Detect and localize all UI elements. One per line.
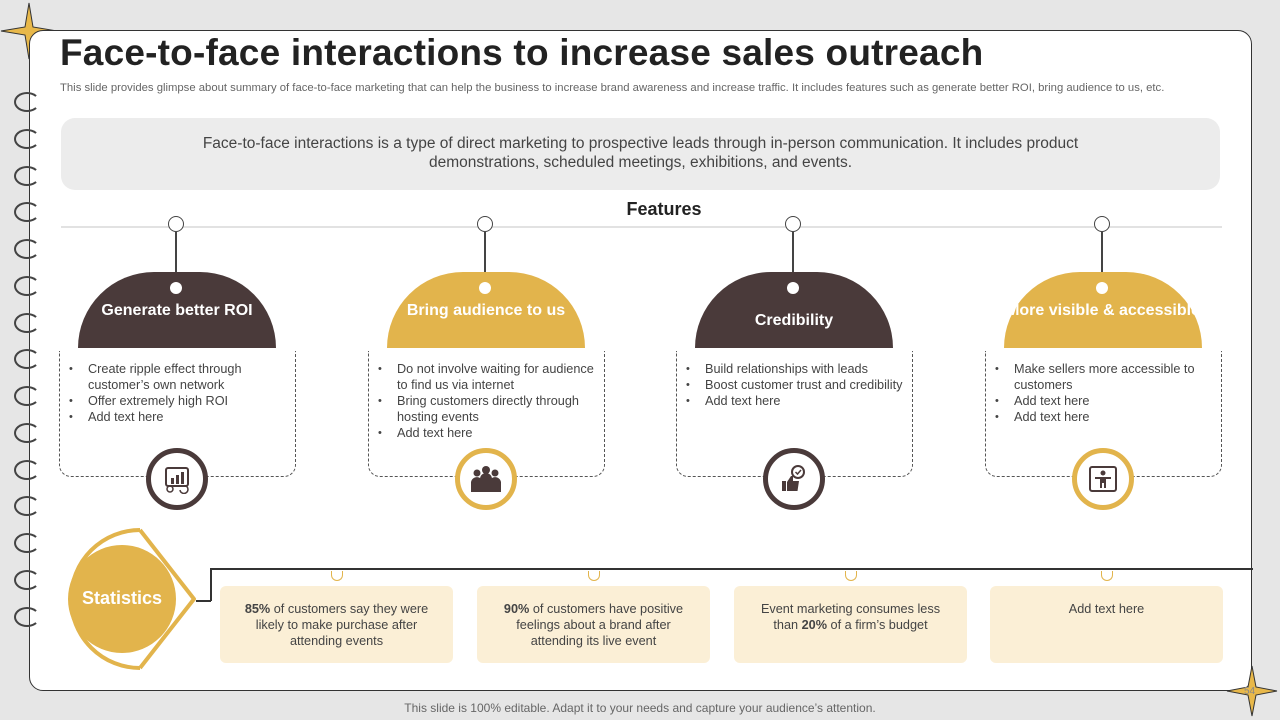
stat-text: of customers say they were likely to mak… bbox=[255, 602, 429, 648]
feature-card-audience: Bring audience to us Do not involve wait… bbox=[368, 215, 606, 510]
stat-value: 20% bbox=[801, 618, 827, 632]
features-divider bbox=[61, 226, 1222, 228]
pin-circle bbox=[168, 216, 184, 232]
bullet-item: Create ripple effect through customer’s … bbox=[69, 361, 287, 393]
header-dot bbox=[787, 282, 799, 294]
feature-card-visible: More visible & accessible Make sellers m… bbox=[985, 215, 1223, 510]
bullet-item: Add text here bbox=[686, 393, 904, 409]
feature-card-roi: Generate better ROI Create ripple effect… bbox=[59, 215, 297, 510]
bullet-item: Add text here bbox=[378, 425, 596, 441]
stat-card: Event marketing consumes less than 20% o… bbox=[734, 586, 967, 663]
pin-stem bbox=[1101, 232, 1103, 287]
intro-text: Face-to-face interactions is a type of d… bbox=[202, 135, 1079, 171]
header-dot bbox=[479, 282, 491, 294]
stat-text: Add text here bbox=[1068, 602, 1145, 616]
stat-text: of customers have positive feelings abou… bbox=[516, 602, 684, 648]
bullet-item: Add text here bbox=[995, 409, 1213, 425]
bullet-item: Do not involve waiting for audience to f… bbox=[378, 361, 596, 393]
feature-bullets-box: Make sellers more accessible to customer… bbox=[985, 351, 1222, 477]
stat-value: 85% bbox=[244, 602, 271, 616]
pin-stem bbox=[175, 232, 177, 287]
pin-circle bbox=[785, 216, 801, 232]
stat-card: 85% of customers say they were likely to… bbox=[220, 586, 453, 663]
bullet-item: Offer extremely high ROI bbox=[69, 393, 287, 409]
feature-title: Credibility bbox=[754, 312, 834, 329]
footer-note: This slide is 100% editable. Adapt it to… bbox=[404, 701, 876, 715]
statistics-badge bbox=[68, 528, 196, 670]
pin-circle bbox=[1094, 216, 1110, 232]
stat-text: Event marketing consumes less than bbox=[760, 602, 941, 632]
statistics-connector bbox=[210, 568, 1253, 570]
features-heading: Features bbox=[626, 199, 702, 219]
bullet-item: Add text here bbox=[995, 393, 1213, 409]
bullet-item: Bring customers directly through hosting… bbox=[378, 393, 596, 425]
page-subtitle: This slide provides glimpse about summar… bbox=[60, 82, 1165, 94]
feature-title: Generate better ROI bbox=[101, 302, 253, 319]
feature-title: More visible & accessible bbox=[1006, 302, 1200, 319]
statistics-connector-vertical bbox=[210, 568, 212, 601]
statistics-connector-hook bbox=[196, 600, 211, 602]
person-display-icon bbox=[1072, 448, 1134, 510]
intro-box: Face-to-face interactions is a type of d… bbox=[61, 118, 1220, 190]
stat-pin bbox=[331, 571, 343, 581]
feature-bullets-box: Build relationships with leads Boost cus… bbox=[676, 351, 913, 477]
pin-stem bbox=[484, 232, 486, 287]
stat-card: Add text here bbox=[990, 586, 1223, 663]
header-dot bbox=[170, 282, 182, 294]
bullet-item: Boost customer trust and credibility bbox=[686, 377, 904, 393]
stat-pin bbox=[845, 571, 857, 581]
header-dot bbox=[1096, 282, 1108, 294]
page-number: 54 bbox=[1244, 686, 1256, 697]
page-title: Face-to-face interactions to increase sa… bbox=[60, 32, 984, 73]
thumbs-up-badge-icon bbox=[763, 448, 825, 510]
roi-growth-icon bbox=[146, 448, 208, 510]
audience-group-icon bbox=[455, 448, 517, 510]
bullet-item: Make sellers more accessible to customer… bbox=[995, 361, 1213, 393]
statistics-label: Statistics bbox=[81, 588, 163, 608]
stat-pin bbox=[588, 571, 600, 581]
stat-text: of a firm’s budget bbox=[827, 618, 928, 632]
stat-value: 90% bbox=[503, 602, 530, 616]
corner-star-icon bbox=[1226, 665, 1278, 717]
bullet-item: Add text here bbox=[69, 409, 287, 425]
stat-pin bbox=[1101, 571, 1113, 581]
stat-card: 90% of customers have positive feelings … bbox=[477, 586, 710, 663]
feature-card-credibility: Credibility Build relationships with lea… bbox=[676, 215, 914, 510]
bullet-item: Build relationships with leads bbox=[686, 361, 904, 377]
pin-stem bbox=[792, 232, 794, 287]
pin-circle bbox=[477, 216, 493, 232]
feature-title: Bring audience to us bbox=[406, 302, 566, 319]
